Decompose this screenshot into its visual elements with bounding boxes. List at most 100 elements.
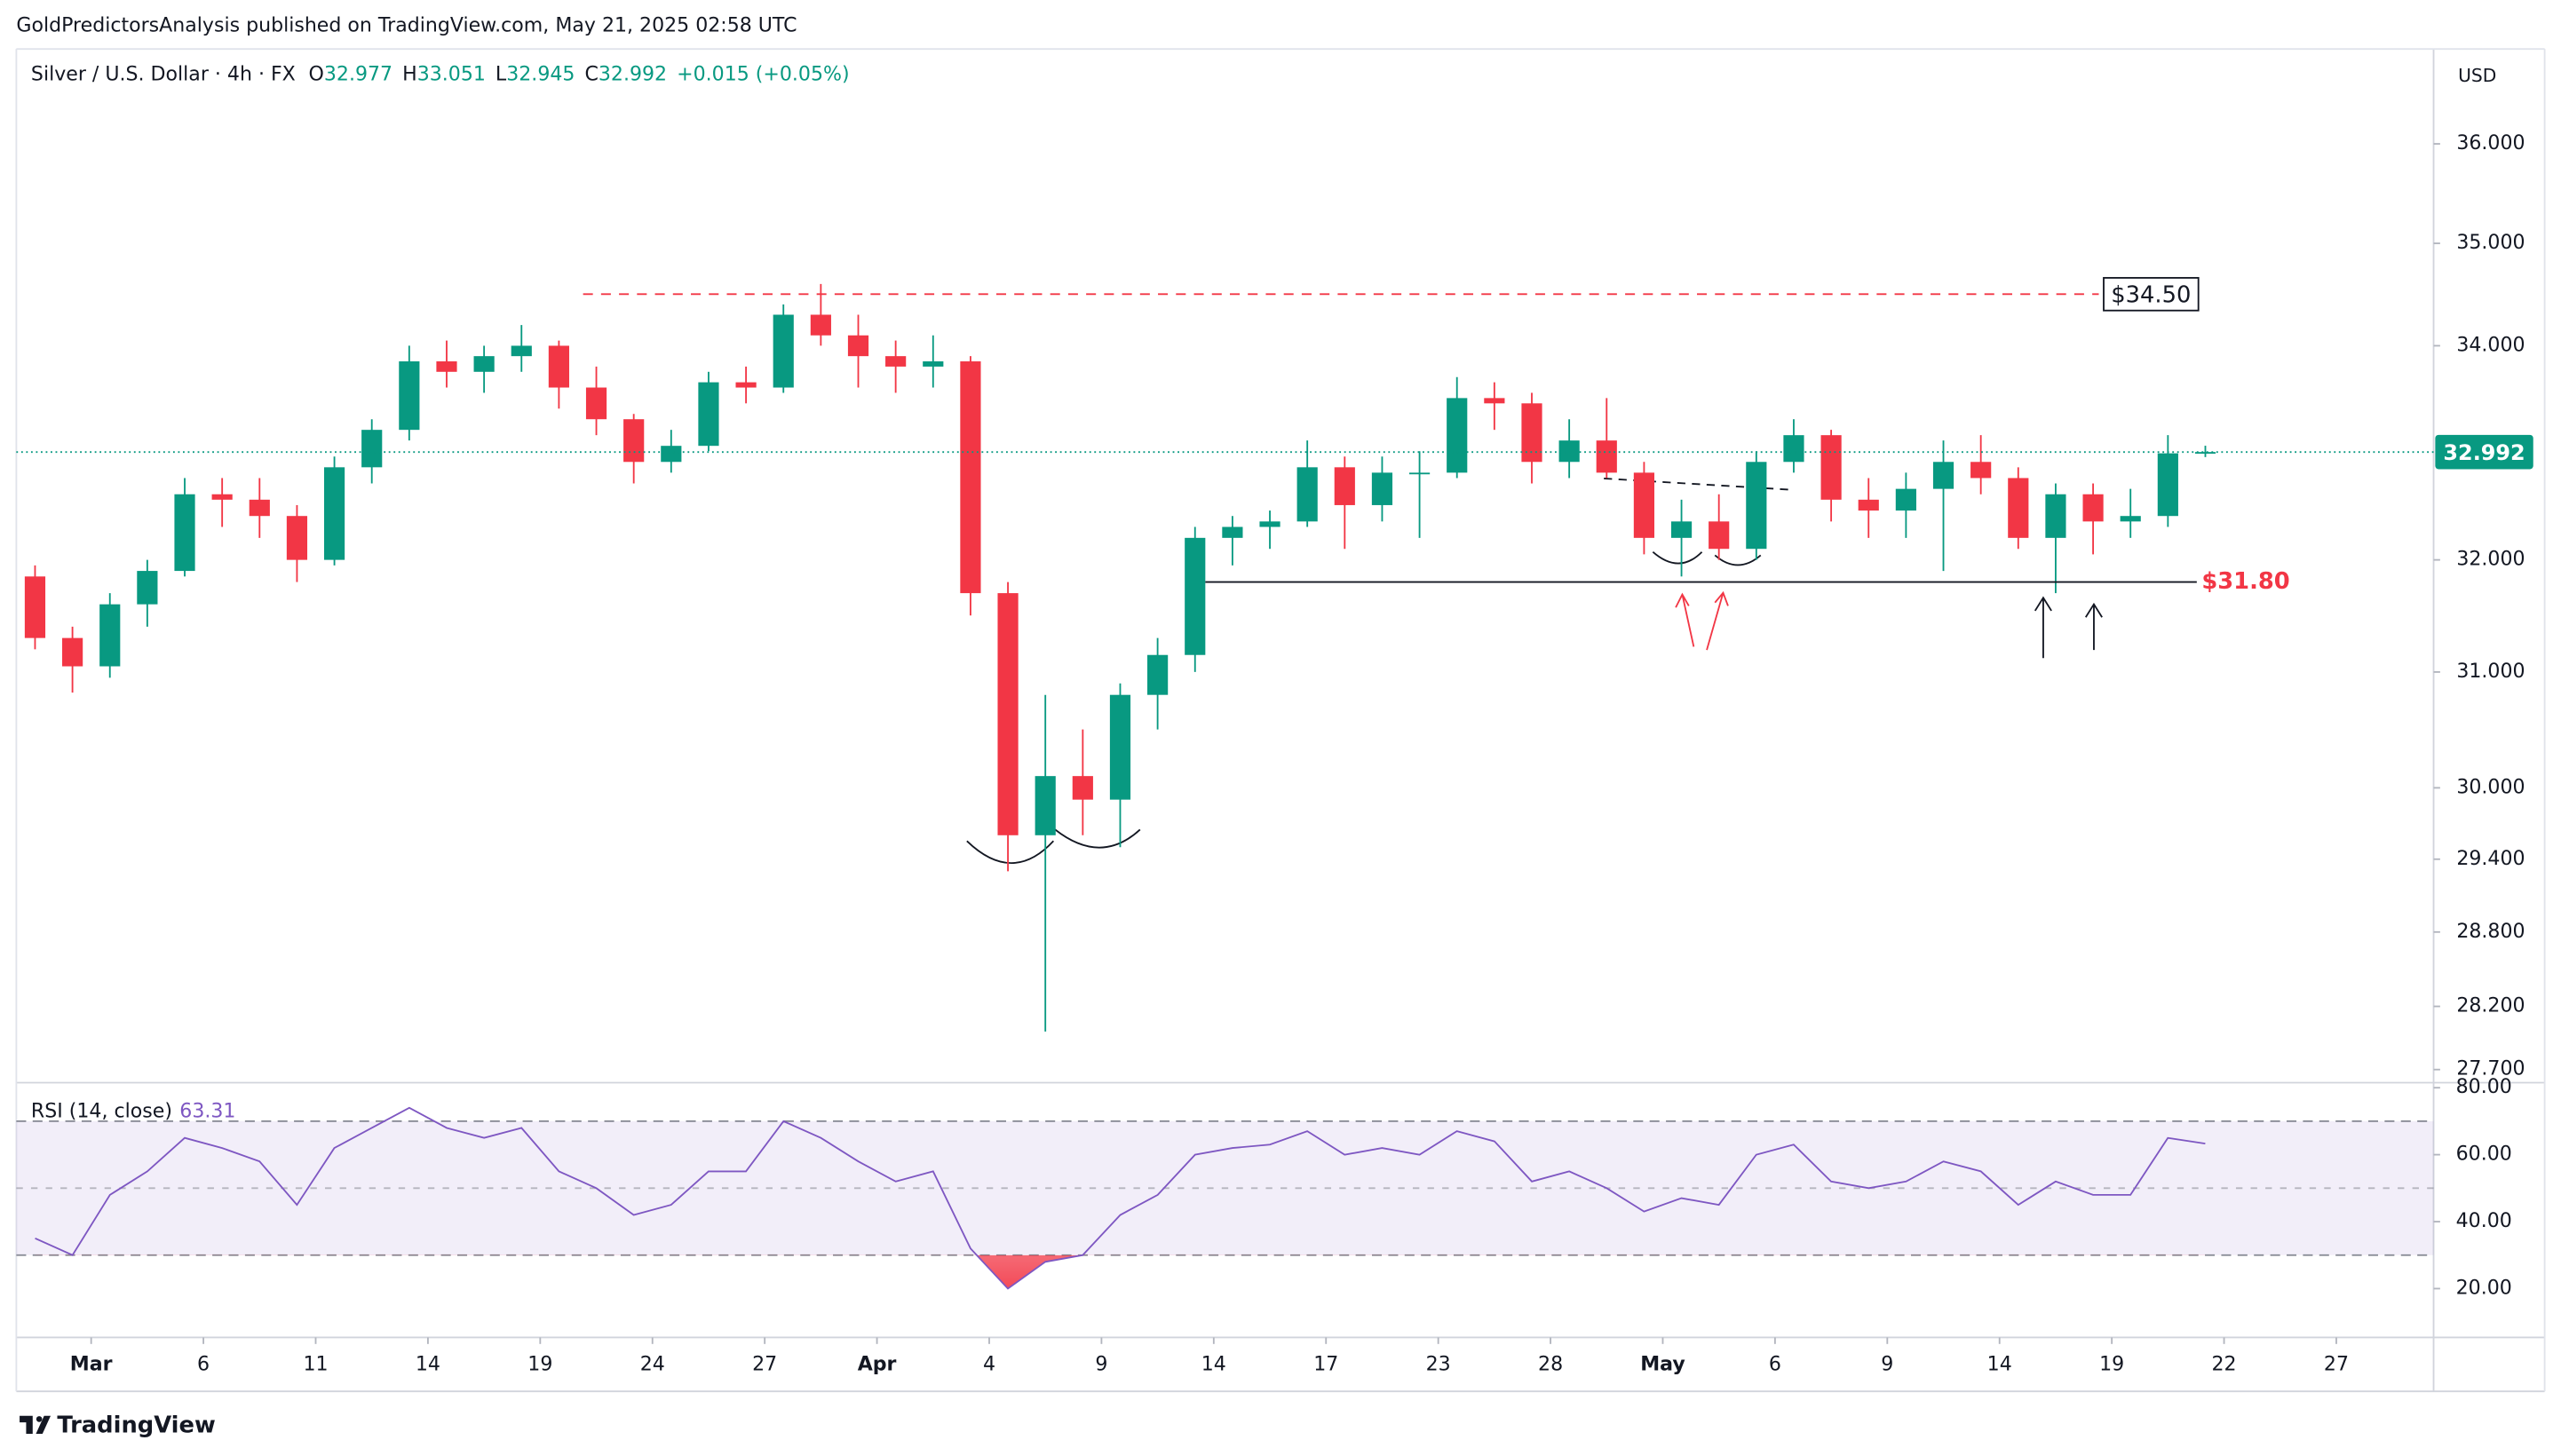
x-tick-label: 17 [1313,1354,1338,1376]
candle-body [773,314,794,388]
y-tick-label: 29.400 [2456,848,2525,870]
ohlc-key: H [402,64,417,86]
x-tick-label: 11 [303,1354,328,1376]
rsi-title: RSI (14, close) [31,1101,172,1123]
y-tick-label: 35.000 [2456,232,2525,254]
bottom-arc [1054,828,1141,849]
candle-body [623,419,645,463]
bottom-arc [1714,554,1762,566]
x-tick-label: 6 [197,1354,210,1376]
symbol-header: Silver / U.S. Dollar · 4h · FX O32.977 H33… [31,64,850,86]
candle-body [1783,435,1804,463]
candle-body [1895,488,1916,511]
ohlc-value: 32.945 [506,64,575,86]
x-tick-label: 27 [752,1354,777,1376]
candle-body [1596,440,1617,473]
candle-body [1408,472,1431,475]
candle-body [2045,494,2066,538]
currency: USD [2458,65,2496,86]
candle-body [2194,452,2216,455]
y-tick-label: 60.00 [2456,1143,2512,1166]
candle-body [810,314,831,336]
candle-body [847,335,869,357]
candle-body [211,494,233,500]
candle-body [1633,472,1655,538]
change: +0.015 (+0.05%) [677,64,849,86]
candle-body [1709,521,1730,550]
candle-body [1558,440,1580,463]
candle-body [1072,776,1093,800]
black-arrows [2034,596,2103,659]
resistance-label: $34.50 [2111,282,2191,309]
x-tick-label: 19 [2099,1354,2124,1376]
candle-body [997,593,1019,835]
y-tick-label: 28.200 [2456,995,2525,1017]
candle-body [698,382,719,447]
candle-body [286,516,308,560]
y-tick-label: 27.700 [2456,1058,2525,1080]
support-label: $31.80 [2201,568,2289,595]
candle-body [174,494,195,572]
x-tick-label: Mar [70,1354,113,1376]
candle-body [2120,516,2141,522]
symbol-title: Silver / U.S. Dollar · 4h · FX [31,64,296,86]
candle-body [2082,494,2104,522]
y-tick-label: 36.000 [2456,132,2525,154]
attribution: GoldPredictorsAnalysis published on Trad… [16,14,797,36]
x-tick-label: 14 [1201,1354,1226,1376]
candle-body [1185,537,1206,655]
x-tick-label: Apr [858,1354,897,1376]
candle-body [323,467,345,560]
x-tick-label: 19 [527,1354,552,1376]
candle-body [473,356,495,372]
candle-body [137,571,158,605]
y-tick-label: 30.000 [2456,776,2525,798]
x-tick-label: 27 [2324,1354,2349,1376]
candle-body [1970,462,1992,479]
candle-body [1858,499,1879,511]
candle-body [1521,403,1542,463]
brand: TradingView [57,1412,215,1438]
y-tick-label: 28.800 [2456,921,2525,943]
candle-body [1222,526,1243,538]
y-tick-label: 34.000 [2456,334,2525,356]
candle-body [735,382,757,388]
x-tick-label: 14 [1987,1354,2012,1376]
candle-body [1371,472,1393,505]
candle-body [661,446,682,463]
candle-body [885,356,907,367]
candle-body [1670,521,1693,538]
rsi-value: 63.31 [179,1101,235,1123]
candle-body [1035,776,1056,835]
ohlc-value: 32.977 [324,64,392,86]
y-tick-label: 32.000 [2456,549,2525,571]
candle-body [2008,478,2029,538]
candle-body [960,361,981,594]
candle-body [399,361,420,431]
candle-body [249,499,270,517]
ohlc-value: 32.992 [599,64,667,86]
candle-body [1484,398,1505,404]
y-tick-label: 80.00 [2456,1076,2512,1098]
candle-body [436,361,457,372]
candle-body [1334,467,1355,505]
candle-body [548,345,569,388]
y-tick-label: 31.000 [2456,661,2525,683]
candle-body [1932,462,1954,489]
x-tick-label: 23 [1426,1354,1451,1376]
candle-body [923,361,944,367]
last-price-box [2435,434,2533,470]
x-tick-label: May [1640,1354,1685,1376]
candle-body [361,430,383,468]
x-tick-label: 22 [2212,1354,2237,1376]
y-tick-label: 40.00 [2456,1210,2512,1232]
last-price-label: 32.992 [2443,440,2525,465]
ohlc-value: 33.051 [417,64,486,86]
ohlc-key: C [584,64,598,86]
candle-body [62,637,83,667]
rsi-line [35,1106,2206,1290]
ohlc-key: O [309,64,324,86]
x-tick-label: 9 [1095,1354,1107,1376]
candle-body [585,387,607,420]
candle-body [1820,435,1842,500]
